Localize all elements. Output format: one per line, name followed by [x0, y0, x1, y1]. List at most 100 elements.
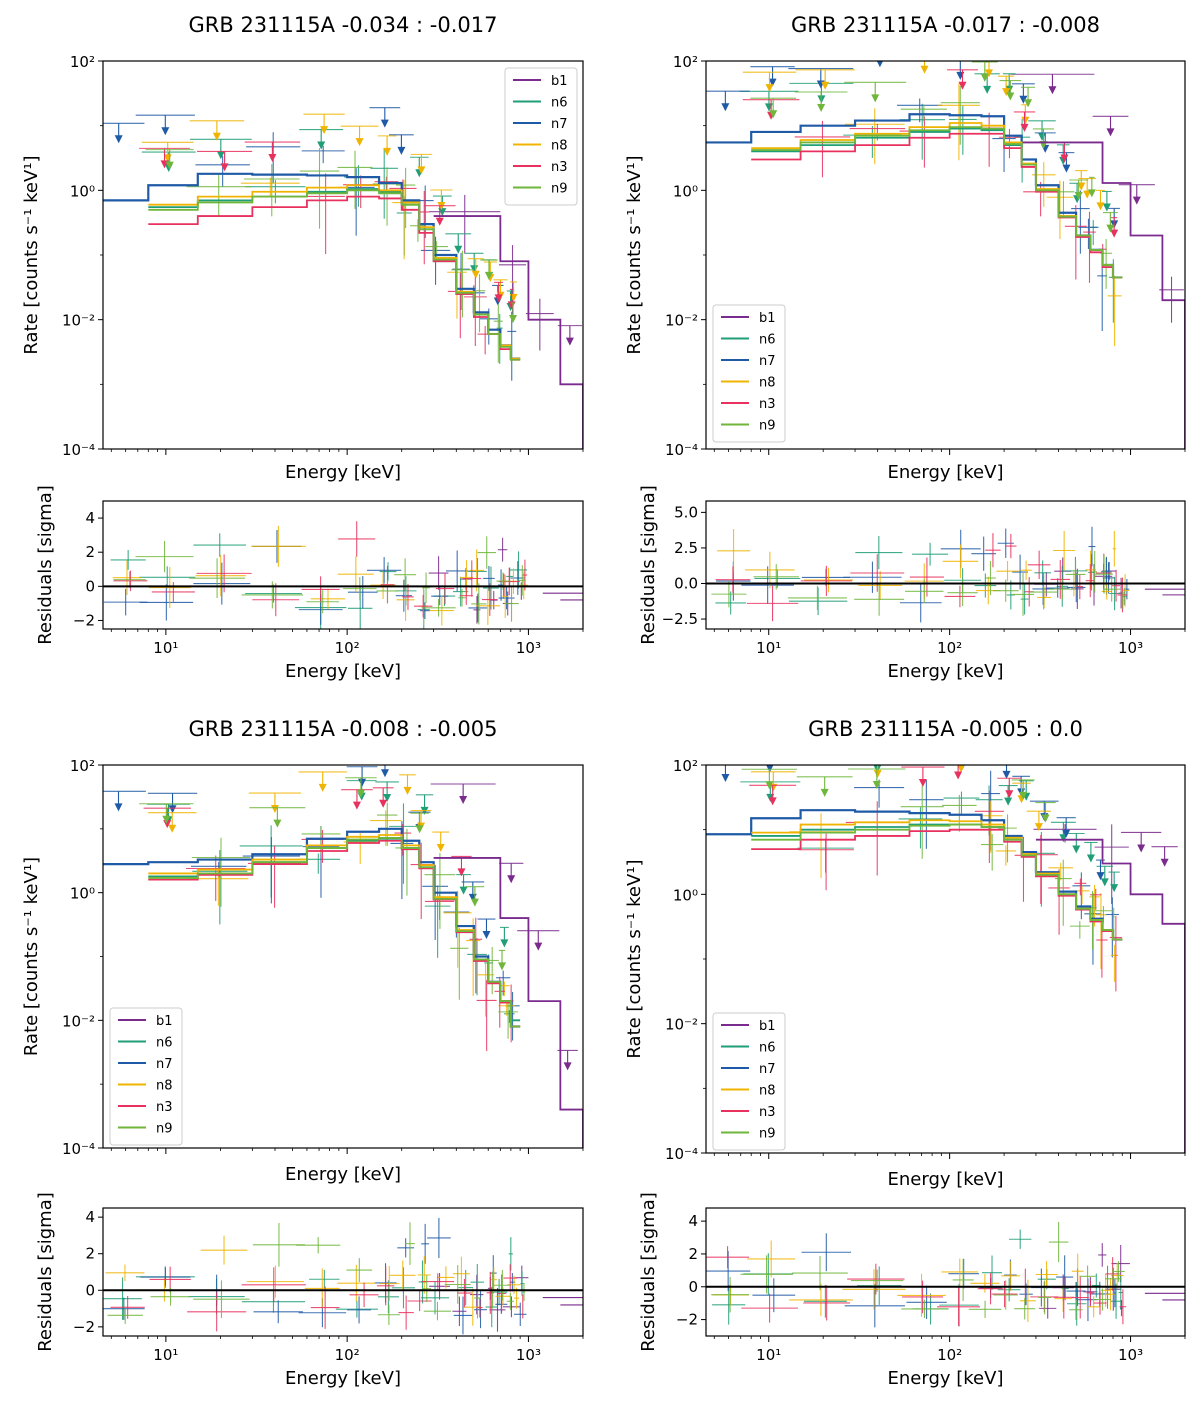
upper-limit-arrow-b1 — [565, 337, 574, 346]
legend-label-n7: n7 — [759, 1062, 776, 1077]
upper-limit-arrow-n8 — [1034, 823, 1043, 832]
upper-limit-arrow-n9 — [470, 898, 479, 907]
upper-limit-arrow-n3 — [1005, 790, 1014, 799]
upper-limit-arrow-n8 — [168, 824, 177, 833]
spectrum-plot-area — [706, 756, 1185, 1153]
upper-limit-arrow-n6 — [216, 151, 225, 160]
upper-limit-arrow-n9 — [1019, 791, 1028, 800]
y-tick-label: 10⁰ — [70, 885, 95, 903]
y-tick-label: 10⁻² — [665, 312, 698, 330]
upper-limit-arrow-n9 — [817, 104, 826, 113]
upper-limit-arrow-n9 — [497, 962, 506, 971]
upper-limit-arrow-n6 — [1059, 834, 1068, 843]
upper-limit-arrow-b1 — [1106, 128, 1115, 137]
upper-limit-arrow-n9 — [415, 825, 424, 834]
upper-limit-arrow-n8 — [1021, 116, 1030, 125]
model-line-b1 — [1035, 838, 1185, 1153]
legend-label-b1: b1 — [156, 1014, 173, 1029]
upper-limit-arrow-n9 — [871, 94, 880, 103]
upper-limit-arrow-n3 — [163, 820, 172, 829]
upper-limit-arrow-n7 — [1062, 829, 1071, 838]
legend-label-n7: n7 — [759, 354, 776, 369]
legend-label-n7: n7 — [551, 117, 568, 132]
residual-y-tick-label: 0 — [85, 577, 95, 595]
model-line-n8 — [751, 122, 1123, 279]
upper-limit-arrow-n6 — [764, 103, 773, 112]
upper-limit-arrow-n7 — [397, 146, 406, 155]
upper-limit-arrow-n7 — [1062, 164, 1071, 173]
upper-limit-arrow-n8 — [320, 126, 329, 135]
residual-y-tick-label: −2 — [73, 611, 95, 629]
upper-limit-arrow-n3 — [435, 217, 444, 226]
upper-limit-arrow-n3 — [954, 771, 963, 780]
model-line-n7 — [706, 809, 1123, 941]
upper-limit-arrow-n8 — [957, 765, 965, 773]
upper-limit-arrow-n6 — [1038, 132, 1047, 141]
residual-y-tick-label: 2 — [85, 1245, 95, 1263]
upper-limit-arrow-n8 — [1002, 88, 1011, 97]
y-tick-label: 10² — [70, 53, 95, 71]
model-line-b1 — [433, 215, 583, 449]
residual-plot-area — [711, 526, 1185, 623]
x-tick-label: 10¹ — [756, 1346, 781, 1364]
upper-limit-arrow-n9 — [1024, 99, 1033, 108]
y-tick-label: 10² — [673, 757, 698, 775]
upper-limit-arrow-n9 — [484, 272, 493, 281]
residual-y-tick-label: 5.0 — [674, 503, 698, 521]
upper-limit-arrow-n3 — [1020, 123, 1029, 132]
legend: b1 n6 n7 n8 n3 n9 — [109, 1007, 183, 1146]
residual-y-tick-label: −2 — [73, 1318, 95, 1336]
upper-limit-arrow-n8 — [984, 69, 993, 78]
upper-limit-arrow-n8 — [920, 65, 929, 74]
x-axis-label-bottom: Energy [keV] — [888, 1368, 1004, 1389]
y-axis-label-top: Rate [counts s⁻¹ keV¹] — [21, 155, 42, 354]
upper-limit-arrow-n9 — [162, 815, 171, 824]
upper-limit-arrow-n9 — [1106, 224, 1115, 233]
upper-limit-arrow-b1 — [1048, 86, 1057, 95]
chart-title: GRB 231115A -0.034 : -0.017 — [189, 13, 498, 37]
y-axis-label-bottom: Residuals [sigma] — [35, 485, 56, 645]
residual-plot-area — [103, 1217, 583, 1335]
upper-limit-arrow-n6 — [1102, 203, 1111, 212]
upper-limit-arrow-n8 — [920, 756, 928, 764]
upper-limit-arrow-n9 — [165, 161, 174, 170]
chart-panel-1: GRB 231115A -0.034 : -0.017 10² 10⁰ 10⁻² 10⁻… — [21, 13, 584, 682]
legend-label-n7: n7 — [156, 1057, 173, 1072]
upper-limit-arrow-n7 — [768, 78, 777, 87]
x-axis-label-bottom: Energy [keV] — [888, 661, 1004, 682]
x-tick-label: 10² — [335, 1346, 360, 1364]
upper-limit-arrow-b1 — [1137, 844, 1146, 853]
residual-frame — [102, 500, 584, 630]
model-line-n6 — [751, 823, 1123, 941]
upper-limit-arrow-n9 — [1006, 92, 1015, 101]
upper-limit-arrow-n8 — [471, 270, 480, 279]
legend-label-n3: n3 — [551, 160, 568, 175]
upper-limit-arrow-n8 — [383, 147, 392, 156]
x-tick-label: 10¹ — [756, 639, 781, 657]
y-tick-label: 10⁻² — [665, 1016, 698, 1034]
upper-limit-arrow-n6 — [1072, 845, 1081, 854]
upper-limit-arrow-n6 — [438, 208, 447, 217]
y-axis-label-top: Rate [counts s⁻¹ keV¹] — [624, 155, 645, 354]
upper-limit-arrow-n7 — [1019, 95, 1028, 104]
model-line-n9 — [148, 837, 521, 1028]
upper-limit-arrow-n9 — [273, 819, 282, 828]
upper-limit-arrow-n6 — [1086, 854, 1095, 863]
upper-limit-arrow-n6 — [983, 85, 992, 94]
upper-limit-arrow-n3 — [1110, 229, 1119, 238]
upper-limit-arrow-n6 — [454, 245, 463, 254]
spectrum-plot-area — [103, 107, 583, 449]
legend-label-n6: n6 — [551, 96, 568, 111]
upper-limit-arrow-n3 — [220, 163, 229, 172]
residual-plot-area — [103, 521, 583, 629]
residual-frame — [705, 1207, 1186, 1337]
upper-limit-arrow-n7 — [1002, 770, 1011, 779]
upper-limit-arrow-n9 — [769, 110, 778, 119]
upper-limit-arrow-b1 — [459, 796, 468, 805]
upper-limit-arrow-n3 — [1060, 154, 1069, 163]
legend-label-n8: n8 — [156, 1079, 173, 1094]
upper-limit-arrow-n8 — [318, 783, 327, 792]
x-axis-label-bottom: Energy [keV] — [285, 1368, 401, 1389]
upper-limit-arrow-n7 — [721, 103, 730, 112]
